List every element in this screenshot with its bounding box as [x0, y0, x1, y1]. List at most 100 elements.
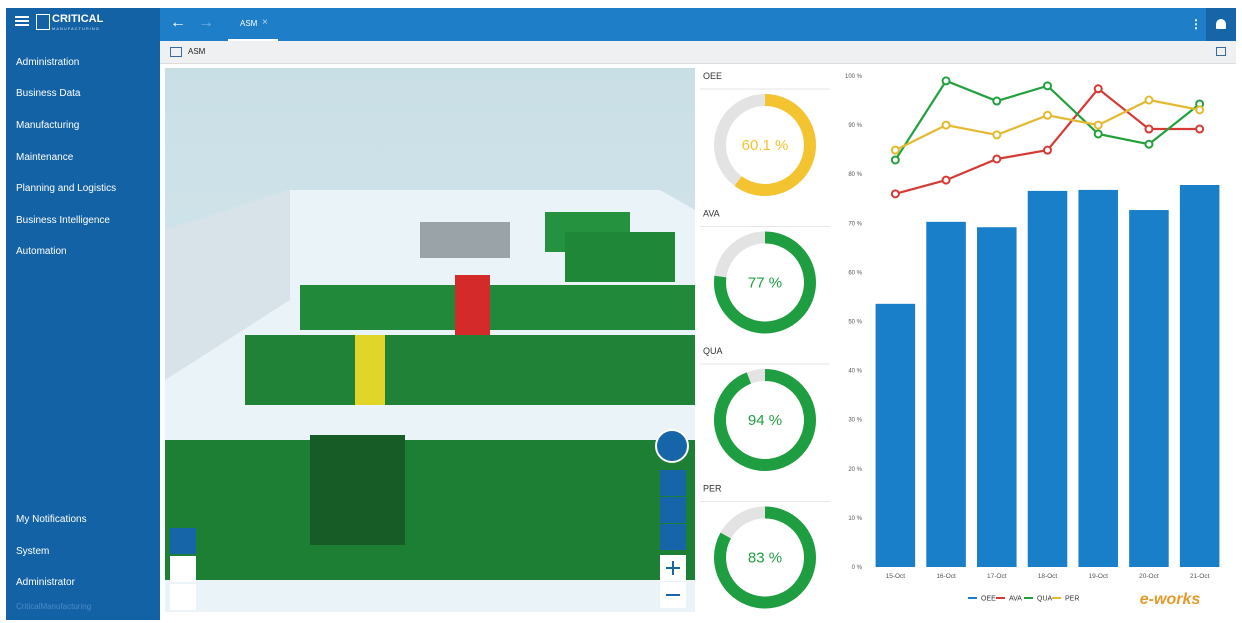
- rotate-button[interactable]: [655, 429, 689, 463]
- menu-item[interactable]: Manufacturing: [16, 120, 80, 131]
- line-marker: [1043, 81, 1052, 91]
- menu-item[interactable]: Administrator: [16, 577, 75, 588]
- page-header: ASM: [160, 41, 1236, 64]
- menu-item[interactable]: Maintenance: [16, 152, 74, 163]
- line-marker: [1043, 110, 1052, 120]
- bar: [1129, 210, 1169, 567]
- menu-item[interactable]: Automation: [16, 246, 67, 257]
- line-marker: [1093, 120, 1103, 130]
- line-marker: [992, 96, 1002, 106]
- x-tick-label: 21-Oct: [1190, 573, 1210, 580]
- watermark: e-works: [1140, 591, 1201, 608]
- menu-item[interactable]: Business Intelligence: [16, 215, 110, 226]
- x-tick-label: 15-Oct: [886, 573, 906, 580]
- view-button[interactable]: [170, 584, 196, 610]
- legend-label: AVA: [1009, 596, 1022, 603]
- line-marker: [890, 155, 900, 165]
- y-tick-label: 0 %: [852, 565, 863, 571]
- menu-item[interactable]: System: [16, 546, 50, 557]
- line-marker: [1195, 105, 1205, 115]
- shelf: [420, 222, 510, 258]
- machine-row: [300, 285, 695, 330]
- y-tick-label: 60 %: [848, 270, 862, 276]
- scene-wall: [165, 190, 290, 380]
- x-tick-label: 18-Oct: [1038, 573, 1058, 580]
- sidebar-footer: CriticalManufacturing: [16, 602, 92, 611]
- gauge-value: 83 %: [748, 550, 782, 567]
- gauge-name: OEE: [703, 71, 722, 81]
- back-button[interactable]: ←: [170, 14, 186, 31]
- menu-icon[interactable]: [15, 16, 29, 18]
- gauge-name: QUA: [703, 346, 723, 356]
- bar: [1027, 190, 1068, 568]
- bar: [1078, 189, 1118, 568]
- tab-label: ASM: [240, 19, 258, 28]
- machine: [565, 232, 675, 282]
- bar: [977, 227, 1017, 567]
- page-title: ASM: [188, 47, 206, 56]
- tool-button[interactable]: [660, 524, 686, 550]
- bar: [926, 221, 966, 567]
- bar: [875, 303, 916, 567]
- line: [894, 98, 1200, 152]
- y-tick-label: 30 %: [848, 418, 862, 424]
- tab[interactable]: ASM ×: [228, 8, 278, 41]
- line-marker: [1043, 145, 1052, 155]
- menu-item[interactable]: Planning and Logistics: [16, 183, 117, 194]
- sidebar: CRITICAL MANUFACTURING Administration Bus…: [6, 8, 160, 620]
- layout-button[interactable]: [1216, 47, 1226, 56]
- legend-label: QUA: [1037, 596, 1053, 603]
- line-marker: [941, 120, 951, 130]
- machine-row: [245, 335, 695, 405]
- tool-button[interactable]: [660, 470, 686, 496]
- legend-label: OEE: [981, 596, 996, 603]
- x-tick-label: 16-Oct: [936, 573, 956, 580]
- x-tick-label: 19-Oct: [1088, 573, 1108, 580]
- menu-item[interactable]: Business Data: [16, 88, 81, 99]
- line-marker: [1195, 124, 1205, 134]
- tab-close[interactable]: ×: [262, 17, 268, 28]
- gauge-arc: [714, 231, 816, 334]
- y-tick-label: 20 %: [848, 467, 862, 473]
- menu-item[interactable]: Administration: [16, 57, 80, 68]
- legend-label: PER: [1065, 596, 1079, 603]
- 3d-view[interactable]: [165, 68, 695, 612]
- machine: [310, 435, 405, 545]
- gauge-name: AVA: [703, 209, 720, 219]
- tool-button[interactable]: [660, 497, 686, 523]
- view-button[interactable]: [170, 528, 196, 554]
- view-button[interactable]: [170, 556, 196, 582]
- x-tick-label: 17-Oct: [987, 573, 1007, 580]
- y-tick-label: 80 %: [848, 172, 862, 178]
- line-marker: [1093, 84, 1103, 94]
- y-tick-label: 50 %: [848, 320, 862, 326]
- gauge-name: PER: [703, 484, 722, 494]
- top-bar: ← → ASM × ⋮: [160, 8, 1236, 41]
- brand: CRITICAL: [52, 13, 104, 25]
- gauge-value: 94 %: [748, 412, 782, 429]
- line-marker: [1144, 139, 1154, 149]
- line-marker: [941, 175, 951, 185]
- y-tick-label: 40 %: [848, 369, 862, 375]
- more-button[interactable]: ⋮: [1190, 17, 1202, 31]
- line-marker: [1144, 95, 1154, 105]
- y-tick-label: 100 %: [845, 74, 863, 80]
- machine-warning: [355, 335, 385, 405]
- line-marker: [941, 76, 951, 86]
- line-marker: [992, 130, 1002, 140]
- notifications-button[interactable]: [1206, 8, 1236, 41]
- line-marker: [890, 145, 900, 155]
- gauge-arc: [714, 94, 816, 196]
- line-marker: [1093, 129, 1103, 139]
- bell-icon: [1216, 19, 1226, 29]
- line-marker: [1144, 124, 1154, 134]
- menu-item[interactable]: My Notifications: [16, 514, 87, 525]
- machine-row: [165, 440, 695, 580]
- line-marker: [992, 154, 1002, 164]
- x-tick-label: 20-Oct: [1139, 573, 1159, 580]
- forward-button[interactable]: →: [198, 14, 214, 31]
- page-icon: [170, 47, 182, 57]
- y-tick-label: 10 %: [848, 516, 862, 522]
